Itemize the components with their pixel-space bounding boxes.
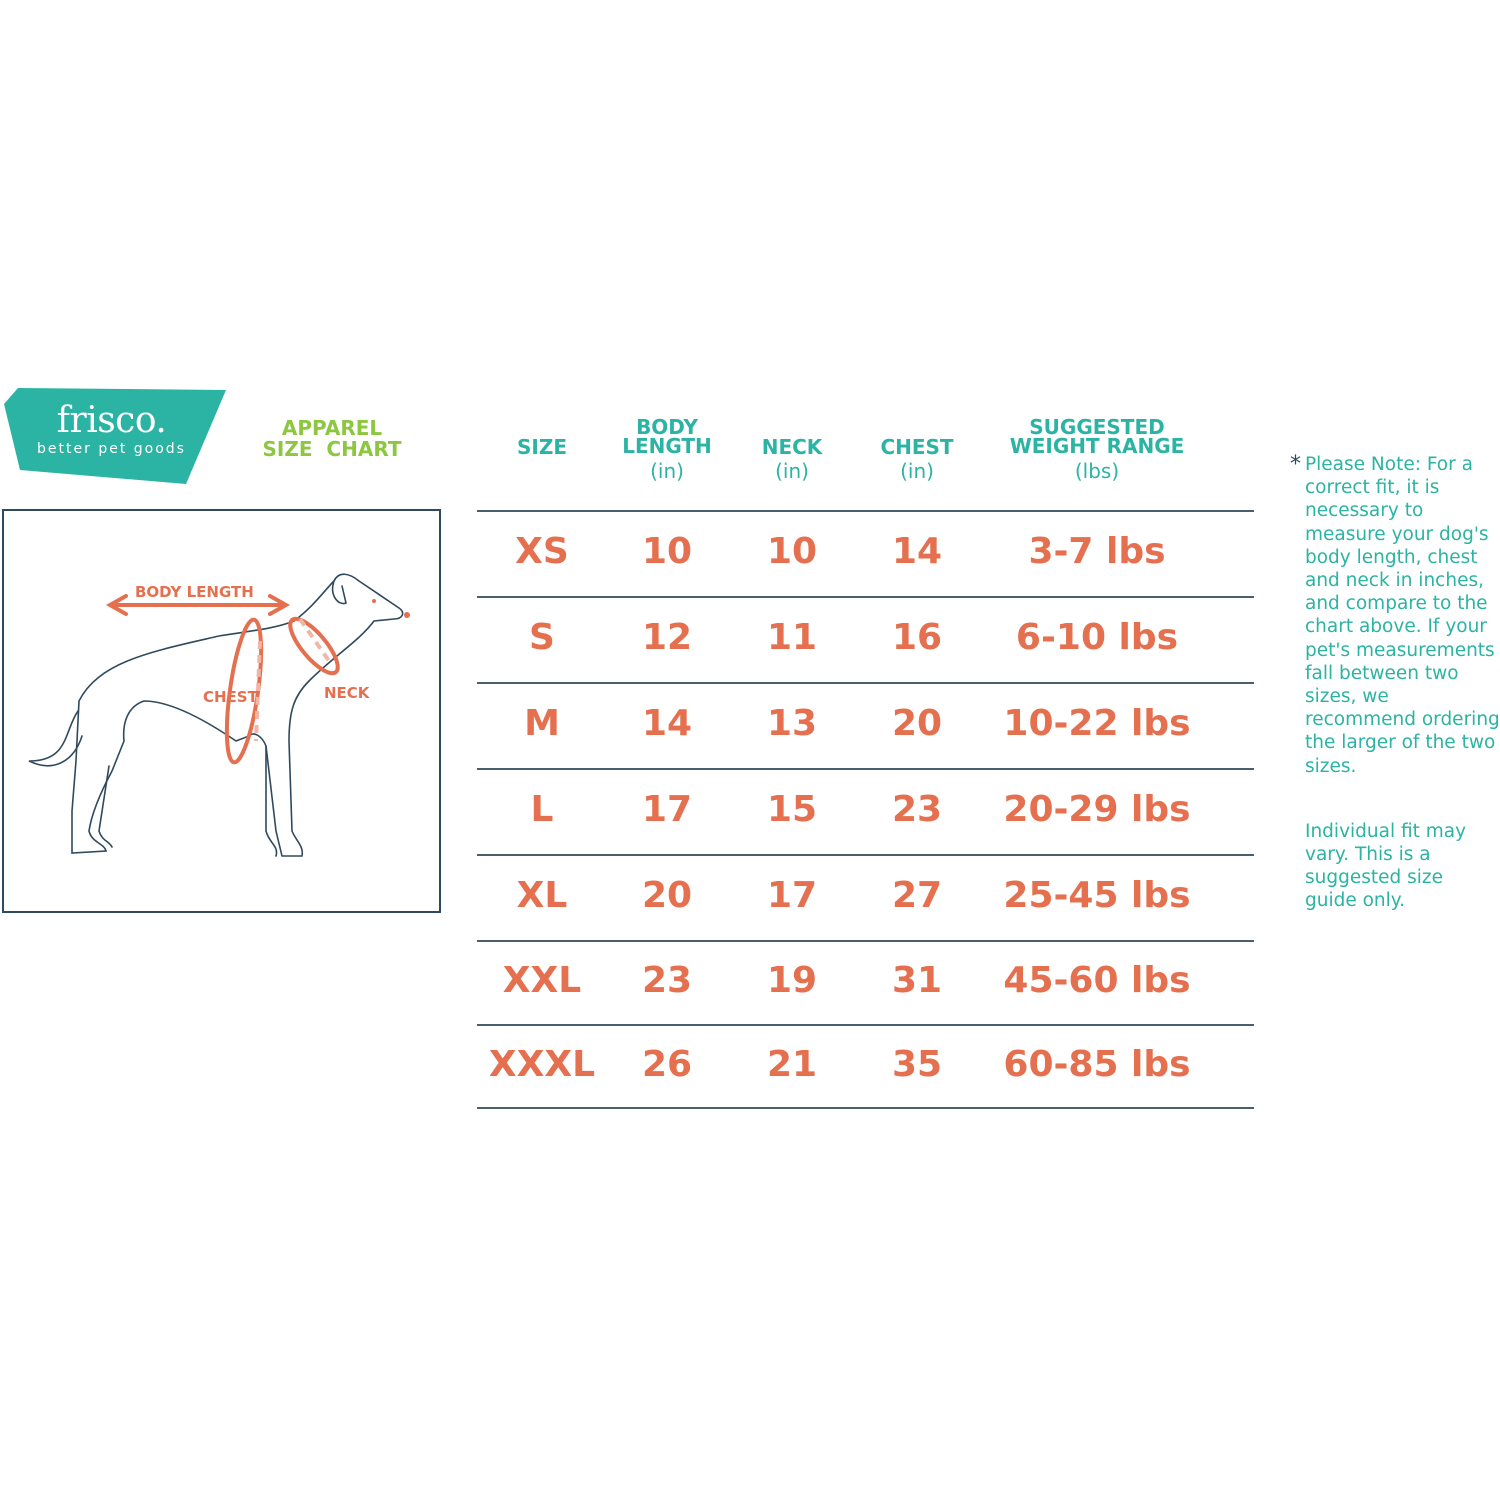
dog-illustration: BODY LENGTH CHEST NECK (28, 573, 410, 857)
cell-chest: 14 (891, 531, 943, 572)
header-title: SUGGESTED WEIGHT RANGE (1009, 415, 1185, 458)
logo-name: frisco. (56, 400, 167, 441)
row-divider (477, 1107, 1254, 1109)
header-title: SIZE (516, 435, 567, 459)
cell-neck: 11 (766, 617, 818, 658)
cell-body-length: 23 (641, 960, 693, 1001)
row-divider (477, 1024, 1254, 1026)
cell-body-length: 12 (641, 617, 693, 658)
cell-chest: 27 (891, 875, 943, 916)
cell-body-length: 17 (641, 789, 693, 830)
header-unit: (in) (900, 459, 934, 483)
row-divider (477, 940, 1254, 942)
title-line-2: SIZE CHART (262, 437, 402, 461)
header-weight-range: SUGGESTED WEIGHT RANGE (lbs) (997, 415, 1197, 483)
row-divider (477, 596, 1254, 598)
body-length-label: BODY LENGTH (135, 583, 254, 601)
cell-chest: 23 (891, 789, 943, 830)
cell-weight-range: 45-60 lbs (1003, 960, 1191, 1001)
row-divider (477, 510, 1254, 512)
cell-size: XXL (502, 960, 582, 1001)
title-line-1: APPAREL (281, 416, 383, 440)
cell-body-length: 26 (641, 1043, 693, 1085)
neck-label: NECK (324, 684, 371, 702)
asterisk: * (1290, 452, 1301, 477)
header-unit: (in) (775, 459, 809, 483)
header-title: BODY LENGTH (622, 415, 712, 458)
neck-loop (288, 616, 340, 676)
cell-size: M (524, 703, 560, 744)
cell-chest: 35 (891, 1043, 943, 1085)
cell-chest: 31 (891, 960, 943, 1001)
cell-size: XS (515, 531, 569, 572)
cell-neck: 10 (766, 531, 818, 572)
header-title: NECK (761, 435, 823, 459)
chest-label: CHEST (203, 688, 259, 706)
note-paragraph-1: Please Note: For a correct fit, it is ne… (1305, 454, 1500, 777)
row-divider (477, 854, 1254, 856)
cell-body-length: 20 (641, 875, 693, 916)
cell-neck: 19 (766, 960, 818, 1001)
header-neck: NECK (in) (747, 435, 837, 483)
cell-neck: 17 (766, 875, 818, 916)
measurement-diagram: BODY LENGTH CHEST NECK (2, 509, 441, 913)
cell-size: L (530, 789, 554, 830)
header-body-length: BODY LENGTH (in) (612, 415, 722, 483)
header-chest: CHEST (in) (867, 435, 967, 483)
cell-neck: 13 (766, 703, 818, 744)
cell-chest: 20 (891, 703, 943, 744)
chest-loop (224, 617, 264, 765)
logo-tagline: better pet goods (37, 441, 186, 457)
cell-body-length: 14 (641, 703, 693, 744)
frisco-logo: frisco. better pet goods (4, 388, 226, 484)
cell-weight-range: 25-45 lbs (1003, 875, 1191, 916)
cell-weight-range: 3-7 lbs (1028, 531, 1166, 572)
cell-size: XL (516, 875, 568, 916)
chart-title: APPAREL SIZE CHART (262, 418, 402, 460)
size-note: * Please Note: For a correct fit, it is … (1290, 453, 1500, 913)
header-title: CHEST (880, 435, 954, 459)
cell-body-length: 10 (641, 531, 693, 572)
cell-neck: 15 (766, 789, 818, 830)
note-paragraph-2: Individual fit may vary. This is a sugge… (1305, 820, 1467, 912)
cell-size: S (529, 617, 555, 658)
cell-chest: 16 (891, 617, 943, 658)
cell-weight-range: 10-22 lbs (1003, 703, 1191, 744)
cell-neck: 21 (766, 1043, 818, 1085)
cell-size: XXXL (488, 1043, 596, 1085)
cell-weight-range: 20-29 lbs (1003, 789, 1191, 830)
header-unit: (in) (650, 459, 684, 483)
logo-badge-shape (4, 388, 226, 484)
cell-weight-range: 6-10 lbs (1015, 617, 1179, 658)
header-size: SIZE (502, 435, 582, 459)
row-divider (477, 768, 1254, 770)
header-unit: (lbs) (1074, 459, 1120, 483)
cell-weight-range: 60-85 lbs (1003, 1043, 1191, 1085)
row-divider (477, 682, 1254, 684)
